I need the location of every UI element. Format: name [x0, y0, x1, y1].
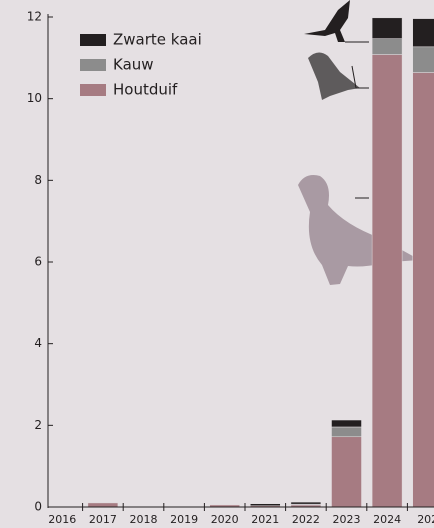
bar-segment — [250, 503, 281, 507]
y-tick-label: 0 — [34, 500, 42, 514]
legend-swatch — [80, 84, 106, 96]
x-tick-label: 2019 — [170, 513, 198, 526]
legend-swatch — [80, 59, 106, 71]
y-tick-label: 4 — [34, 336, 42, 350]
y-tick-label: 10 — [27, 91, 42, 105]
x-tick-label: 2021 — [251, 513, 279, 526]
y-tick-label: 6 — [34, 255, 42, 269]
y-tick-label: 12 — [27, 10, 42, 24]
bar-segment — [371, 54, 403, 508]
crow-icon — [304, 0, 350, 42]
x-tick-label: 202 — [417, 513, 434, 526]
legend-label: Houtduif — [113, 81, 178, 99]
bar-segment — [412, 18, 434, 48]
bar-segment — [290, 501, 322, 505]
bar-segment — [371, 38, 403, 55]
bar-segment — [412, 46, 434, 73]
bar-segment — [331, 419, 362, 428]
bar-segment — [371, 17, 403, 39]
pointer-line — [351, 65, 369, 89]
x-tick-label: 2018 — [130, 513, 158, 526]
x-tick-label: 2022 — [292, 513, 320, 526]
legend-swatch — [80, 34, 106, 46]
x-tick-label: 2016 — [48, 513, 76, 526]
x-tick-label: 2017 — [89, 513, 117, 526]
bar-segment — [412, 72, 434, 508]
legend-label: Kauw — [113, 56, 154, 74]
y-tick-label: 8 — [34, 173, 42, 187]
bar-segment — [331, 426, 362, 438]
x-tick-label: 2023 — [333, 513, 361, 526]
jackdaw-icon — [308, 52, 360, 100]
y-tick-label: 2 — [34, 418, 42, 432]
bar-segment — [87, 502, 119, 508]
x-tick-label: 2020 — [211, 513, 239, 526]
bar-segment — [331, 436, 362, 508]
x-tick-label: 2024 — [373, 513, 401, 526]
legend-label: Zwarte kaai — [113, 31, 202, 49]
